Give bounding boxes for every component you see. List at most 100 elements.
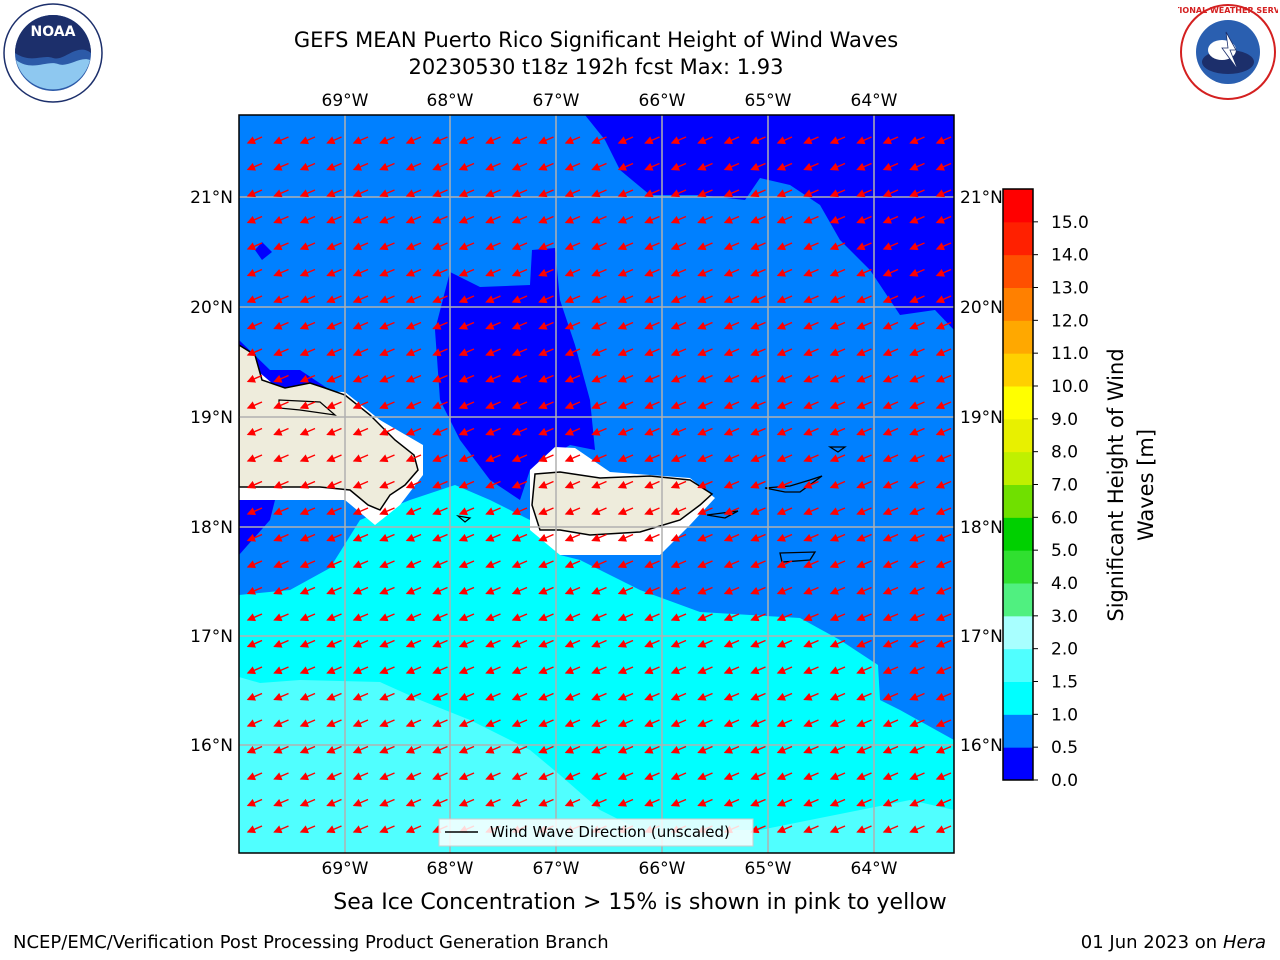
wind-arrow (273, 719, 289, 728)
wind-arrow (882, 772, 899, 781)
wind-arrow (379, 162, 395, 171)
wind-arrow (644, 242, 660, 251)
wind-arrow (485, 692, 501, 701)
colorbar-tick-label: 9.0 (1051, 410, 1078, 430)
colorbar-tick-label: 0.5 (1051, 738, 1078, 758)
wind-arrow (591, 480, 607, 489)
wind-arrow (829, 533, 846, 542)
wind-arrow (882, 162, 899, 171)
colorbar-tick-label: 12.0 (1051, 311, 1089, 331)
wind-arrow (670, 798, 687, 807)
wind-arrow (299, 295, 316, 304)
wind-arrow (352, 215, 369, 224)
wind-arrow (299, 136, 316, 145)
puerto-rico-land (531, 471, 714, 536)
wind-arrow (909, 480, 925, 489)
wind-arrow (538, 295, 554, 304)
wind-arrow (485, 639, 501, 648)
wind-arrow (723, 374, 740, 383)
wind-arrow (564, 613, 581, 622)
wind-arrow (246, 772, 263, 781)
wind-arrow (458, 136, 475, 145)
wind-arrow (723, 189, 740, 198)
wind-arrow (379, 454, 395, 463)
wind-arrow (538, 560, 554, 569)
wind-arrow (644, 772, 660, 781)
wind-arrow (670, 374, 687, 383)
wind-arrow (723, 480, 740, 489)
wind-arrow (670, 772, 687, 781)
wind-arrow (485, 215, 501, 224)
wind-arrow (564, 586, 581, 595)
wind-arrow (803, 560, 819, 569)
wind-arrow (935, 215, 952, 224)
colorbar-tick-label: 10.0 (1051, 377, 1089, 397)
wind-arrow (273, 613, 289, 622)
wind-arrow (750, 480, 766, 489)
wind-arrow (538, 480, 554, 489)
wind-arrow (538, 242, 554, 251)
wind-arrow (511, 374, 528, 383)
wind-arrow (485, 586, 501, 595)
wind-arrow (882, 374, 899, 383)
wind-arrow (882, 798, 899, 807)
wind-arrow (405, 189, 422, 198)
wind-arrow (750, 268, 766, 277)
noaa-logo-text: NOAA (31, 24, 76, 40)
wind-arrow (697, 772, 713, 781)
wind-arrow (458, 586, 475, 595)
wind-arrow (644, 374, 660, 383)
wind-arrow (882, 639, 899, 648)
wind-arrow (723, 745, 740, 754)
wind-arrow (379, 586, 395, 595)
wind-arrow (591, 798, 607, 807)
wind-arrow (909, 772, 925, 781)
wind-arrow (644, 136, 660, 145)
wind-arrow (485, 533, 501, 542)
wind-arrow (458, 480, 475, 489)
wind-arrow (909, 374, 925, 383)
colorbar-segment (1003, 615, 1033, 650)
wind-arrow (326, 480, 342, 489)
wind-arrow (776, 533, 793, 542)
wind-arrow (935, 825, 952, 834)
wind-arrow (485, 374, 501, 383)
wind-arrow (803, 480, 819, 489)
wind-arrow (617, 295, 634, 304)
wind-arrow (670, 268, 687, 277)
lat-label-left: 20°N (190, 298, 233, 318)
wind-arrow (829, 189, 846, 198)
wind-arrow (723, 242, 740, 251)
colorbar-segment (1003, 648, 1033, 682)
wind-arrow (644, 454, 660, 463)
wind-arrow (909, 215, 925, 224)
wind-arrow (246, 692, 263, 701)
wind-arrow (564, 321, 581, 330)
wind-arrow (326, 613, 342, 622)
wind-arrow (432, 374, 448, 383)
wind-arrow (644, 348, 660, 357)
wind-arrow (326, 427, 342, 436)
map-frame (238, 114, 955, 854)
wind-arrow (458, 666, 475, 675)
wind-arrow (909, 268, 925, 277)
wind-arrow (803, 533, 819, 542)
wind-arrow (697, 374, 713, 383)
lat-label-right: 16°N (960, 736, 1003, 756)
wind-arrow (379, 268, 395, 277)
wind-arrow (538, 613, 554, 622)
wind-arrow (458, 798, 475, 807)
wind-arrow (432, 136, 448, 145)
wind-arrow (803, 348, 819, 357)
wind-arrow (803, 613, 819, 622)
wind-arrow (882, 348, 899, 357)
wind-arrow (564, 639, 581, 648)
wind-arrow (405, 215, 422, 224)
wind-arrow (723, 719, 740, 728)
noaa-logo: NOAA (3, 3, 103, 103)
wind-arrow (856, 586, 872, 595)
wind-arrow (591, 242, 607, 251)
wind-arrow (273, 427, 289, 436)
wind-arrow (511, 268, 528, 277)
wind-arrow (564, 798, 581, 807)
